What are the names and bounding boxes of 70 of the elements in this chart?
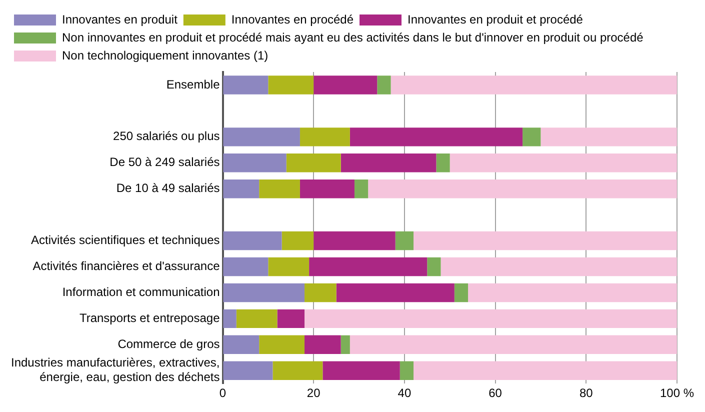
bar xyxy=(400,361,414,380)
bar xyxy=(390,76,677,94)
bar xyxy=(340,335,350,354)
bar xyxy=(223,231,282,250)
y-tick-label: Industries manufacturières, extractives, énergie, eau, gestion des déchets xyxy=(10,356,220,384)
x-tick-label: 100 % xyxy=(660,386,694,400)
y-tick-label: Ensemble xyxy=(166,77,220,92)
legend-label: Innovantes en produit et procédé xyxy=(408,12,584,26)
x-tick-label: 80 xyxy=(579,386,594,400)
y-tick-label: 250 salariés ou plus xyxy=(113,129,220,144)
bar xyxy=(268,257,310,276)
bar xyxy=(223,361,273,380)
bar xyxy=(268,76,314,94)
bar xyxy=(300,180,354,198)
bar xyxy=(436,154,450,172)
bar xyxy=(286,154,341,172)
x-tick-label: 40 xyxy=(398,386,412,400)
bar xyxy=(350,128,523,146)
y-tick-label: Activités scientifiques et techniques xyxy=(30,233,220,248)
bar xyxy=(354,180,368,198)
bar xyxy=(468,283,677,302)
bar xyxy=(322,361,400,380)
bar xyxy=(272,361,323,380)
bar xyxy=(223,335,260,354)
y-tick-label: Commerce de gros xyxy=(118,336,220,351)
bar xyxy=(454,283,468,302)
bar xyxy=(450,154,677,172)
bar xyxy=(223,154,286,172)
bar xyxy=(223,128,300,146)
bar xyxy=(309,257,428,276)
bar xyxy=(223,180,260,198)
bar xyxy=(277,309,305,328)
bar xyxy=(304,335,341,354)
bar xyxy=(427,257,441,276)
x-tick-label: 60 xyxy=(488,386,502,400)
bar xyxy=(540,128,677,146)
bar xyxy=(223,76,268,94)
y-tick-label: De 10 à 49 salariés xyxy=(116,181,220,196)
y-tick-label: De 50 à 249 salariés xyxy=(110,155,220,170)
bar xyxy=(282,231,314,250)
y-tick-label: Information et communication xyxy=(62,285,220,300)
bar xyxy=(259,335,305,354)
x-tick-label: 20 xyxy=(306,386,321,400)
bar xyxy=(368,180,677,198)
legend-label: Non technologiquement innovantes (1) xyxy=(62,48,268,62)
bar xyxy=(223,257,268,276)
bar xyxy=(340,154,436,172)
bar xyxy=(414,231,677,250)
bar xyxy=(350,335,677,354)
bar xyxy=(304,283,336,302)
bar xyxy=(304,309,677,328)
bar xyxy=(223,309,236,328)
bar xyxy=(223,283,305,302)
bar xyxy=(236,309,278,328)
bar xyxy=(414,361,677,380)
legend-label: Innovantes en procédé xyxy=(231,12,354,26)
bar xyxy=(300,128,350,146)
bar xyxy=(259,180,300,198)
bar xyxy=(395,231,414,250)
bar xyxy=(336,283,454,302)
legend-label: Non innovantes en produit et procédé mais ayant eu des activités dans le but d'innover en produit ou procédé xyxy=(62,30,644,44)
y-tick-label: Transports et entreposage xyxy=(79,310,220,325)
bar xyxy=(522,128,541,146)
y-tick-label: Activités financières et d'assurance xyxy=(32,259,220,274)
bar xyxy=(314,76,378,94)
x-tick-label: 0 xyxy=(219,386,226,400)
bar xyxy=(314,231,396,250)
bar xyxy=(440,257,677,276)
legend-label: Innovantes en produit xyxy=(62,12,178,26)
bar xyxy=(377,76,391,94)
